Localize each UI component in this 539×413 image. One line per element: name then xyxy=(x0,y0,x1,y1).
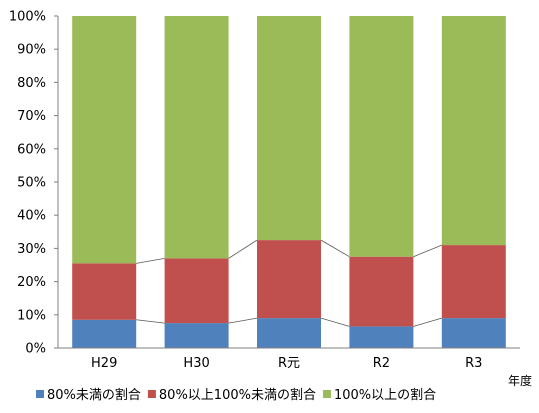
x-category-label: H30 xyxy=(183,356,209,371)
legend-swatch xyxy=(322,390,331,398)
bar-segment xyxy=(257,318,321,348)
x-axis: H29 H30 R元 R2 R3 xyxy=(58,347,520,371)
y-tick-label: 30% xyxy=(17,242,46,257)
legend-swatch xyxy=(36,390,44,398)
bar-segment xyxy=(257,16,321,241)
legend-label: 80%未満の割合 xyxy=(47,387,141,403)
series-line xyxy=(413,244,442,258)
y-tick-label: 20% xyxy=(17,275,46,290)
series-line xyxy=(136,319,165,324)
x-category-label: R3 xyxy=(465,356,482,371)
legend-swatch xyxy=(147,390,156,398)
series-connector-lines xyxy=(136,239,442,327)
y-tick-label: 60% xyxy=(17,142,46,157)
bar-segment xyxy=(349,16,414,257)
y-tick-label: 0% xyxy=(25,342,46,357)
bar-segment xyxy=(441,16,506,246)
bar-segment xyxy=(349,326,414,348)
bar-segment xyxy=(164,16,229,259)
y-axis: 0% 10% 20% 30% 40% 50% 60% 70% 80% 90% 100% xyxy=(9,10,59,357)
y-tick-label: 90% xyxy=(17,43,46,58)
bar-segment xyxy=(72,319,137,348)
x-category-label: H29 xyxy=(91,356,117,371)
x-category-label: R2 xyxy=(373,356,390,371)
bar-segment xyxy=(441,318,506,348)
x-axis-unit-label: 年度 xyxy=(508,373,532,388)
series-line xyxy=(136,257,165,264)
bar-segment xyxy=(164,258,229,324)
series-line xyxy=(413,317,442,327)
series-line xyxy=(320,317,350,327)
series-line xyxy=(228,239,258,259)
bars xyxy=(72,16,506,348)
legend-label: 100%以上の割合 xyxy=(334,387,436,403)
bar-segment xyxy=(257,240,321,319)
y-tick-label: 70% xyxy=(17,109,46,124)
y-tick-label: 40% xyxy=(17,209,46,224)
bar-segment xyxy=(349,256,414,327)
legend: 80%未満の割合 80%以上100%未満の割合 100%以上の割合 xyxy=(36,387,436,403)
bar-segment xyxy=(441,245,506,319)
bar-segment xyxy=(72,263,137,320)
y-tick-label: 80% xyxy=(17,76,46,91)
series-line xyxy=(320,239,350,258)
bar-segment xyxy=(164,323,229,348)
bar-segment xyxy=(72,16,137,264)
y-tick-label: 10% xyxy=(17,308,46,323)
series-line xyxy=(228,317,258,324)
legend-label: 80%以上100%未満の割合 xyxy=(159,387,316,403)
x-category-label: R元 xyxy=(278,356,300,371)
y-tick-label: 50% xyxy=(17,176,46,191)
y-tick-label: 100% xyxy=(9,10,46,25)
